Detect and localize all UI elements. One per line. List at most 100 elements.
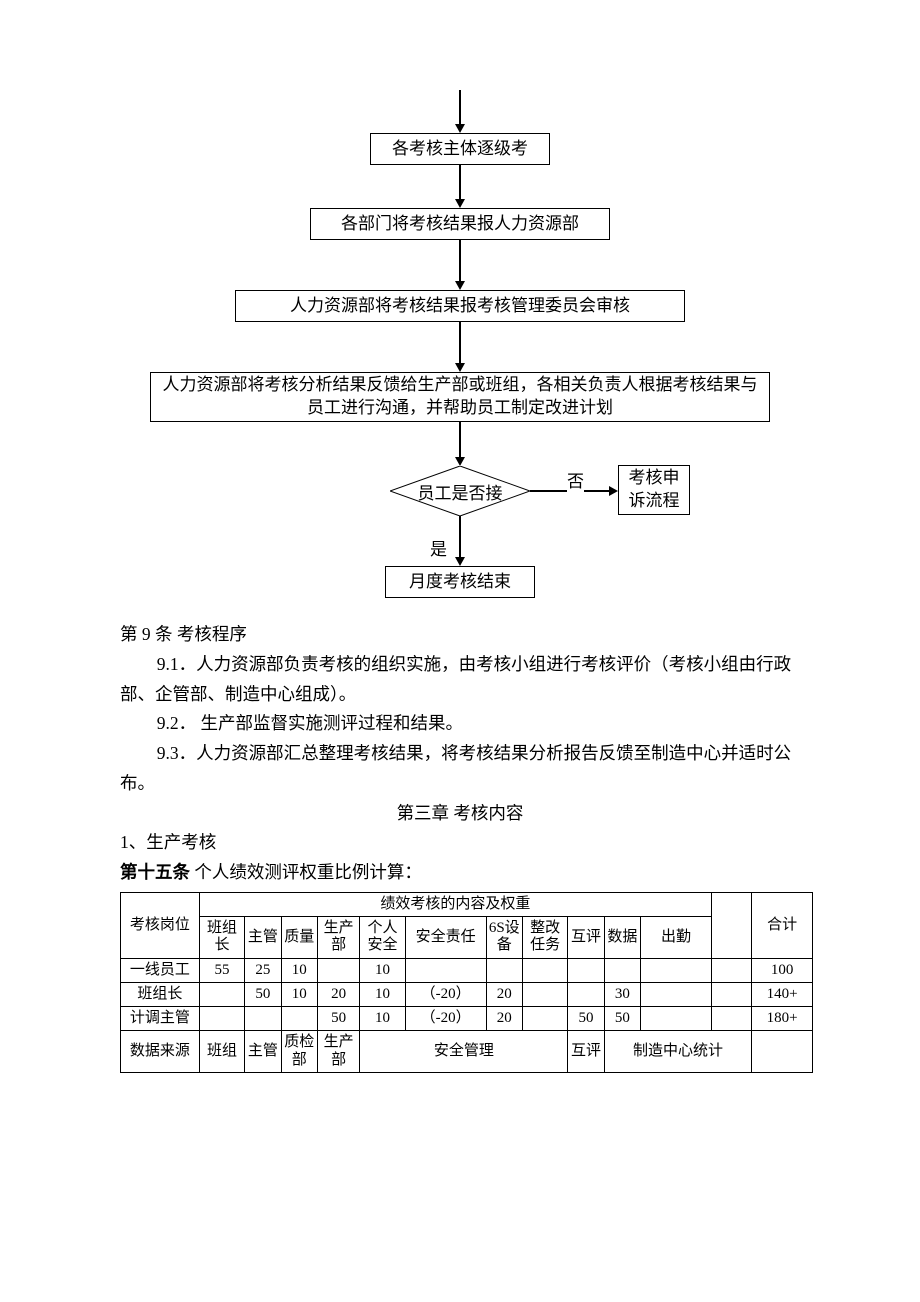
arrow-head bbox=[609, 486, 618, 496]
flow-box-step1: 各考核主体逐级考 bbox=[370, 133, 550, 165]
col-header: 整改任务 bbox=[522, 917, 567, 959]
cell: （-20） bbox=[405, 1007, 486, 1031]
cell: 10 bbox=[360, 958, 405, 982]
arrow-head bbox=[455, 557, 465, 566]
cell: 互评 bbox=[568, 1031, 604, 1073]
article-body: 第 9 条 考核程序 9.1．人力资源部负责考核的组织实施，由考核小组进行考核评… bbox=[0, 620, 920, 888]
cell bbox=[522, 1007, 567, 1031]
cell: 30 bbox=[604, 982, 640, 1006]
col-position-header: 考核岗位 bbox=[121, 892, 200, 958]
cell: （-20） bbox=[405, 982, 486, 1006]
flow-box-end: 月度考核结束 bbox=[385, 566, 535, 598]
cell: 55 bbox=[199, 958, 244, 982]
arrow-segment bbox=[459, 516, 461, 558]
table-row: 考核岗位 绩效考核的内容及权重 合计 bbox=[121, 892, 813, 916]
flow-box-step3: 人力资源部将考核结果报考核管理委员会审核 bbox=[235, 290, 685, 322]
cell: 50 bbox=[568, 1007, 604, 1031]
arrow-head bbox=[455, 457, 465, 466]
arrow-head bbox=[455, 124, 465, 133]
cell bbox=[641, 982, 712, 1006]
col-header: 安全责任 bbox=[405, 917, 486, 959]
arrow-segment bbox=[459, 90, 461, 125]
flow-box-appeal: 考核申诉流程 bbox=[618, 465, 690, 515]
col-header: 生产部 bbox=[317, 917, 359, 959]
col-header: 6S设备 bbox=[486, 917, 522, 959]
cell-total: 140+ bbox=[752, 982, 813, 1006]
cell-merged: 安全管理 bbox=[360, 1031, 568, 1073]
col-header: 个人安全 bbox=[360, 917, 405, 959]
flow-box-step2: 各部门将考核结果报人力资源部 bbox=[310, 208, 610, 240]
cell bbox=[199, 1007, 244, 1031]
cell bbox=[486, 958, 522, 982]
cell bbox=[711, 982, 751, 1006]
arrow-segment bbox=[459, 240, 461, 282]
row-label: 一线员工 bbox=[121, 958, 200, 982]
cell bbox=[604, 958, 640, 982]
cell: 10 bbox=[360, 1007, 405, 1031]
cell bbox=[641, 958, 712, 982]
cell bbox=[317, 958, 359, 982]
cell bbox=[405, 958, 486, 982]
cell bbox=[522, 982, 567, 1006]
cell: 10 bbox=[360, 982, 405, 1006]
cell: 主管 bbox=[245, 1031, 281, 1073]
flowchart: 各考核主体逐级考 各部门将考核结果报人力资源部 人力资源部将考核结果报考核管理委… bbox=[0, 0, 920, 620]
cell: 10 bbox=[281, 982, 317, 1006]
flow-box-step4: 人力资源部将考核分析结果反馈给生产部或班组，各相关负责人根据考核结果与员工进行沟… bbox=[150, 372, 770, 422]
table-row: 班组长 50 10 20 10 （-20） 20 30 140+ bbox=[121, 982, 813, 1006]
cell bbox=[711, 1007, 751, 1031]
cell: 20 bbox=[486, 982, 522, 1006]
cell bbox=[641, 1007, 712, 1031]
cell bbox=[281, 1007, 317, 1031]
article-9-2: 9.2． 生产部监督实施测评过程和结果。 bbox=[120, 709, 800, 739]
cell: 生产部 bbox=[317, 1031, 359, 1073]
cell: 班组 bbox=[199, 1031, 244, 1073]
article-15-bold: 第十五条 bbox=[120, 862, 190, 882]
col-header: 班组长 bbox=[199, 917, 244, 959]
col-header: 出勤 bbox=[641, 917, 712, 959]
article-9-3: 9.3．人力资源部汇总整理考核结果，将考核结果分析报告反馈至制造中心并适时公布。 bbox=[120, 739, 800, 799]
col-weights-header: 绩效考核的内容及权重 bbox=[199, 892, 711, 916]
col-header: 主管 bbox=[245, 917, 281, 959]
col-total-header: 合计 bbox=[752, 892, 813, 958]
arrow-head bbox=[455, 363, 465, 372]
col-header: 质量 bbox=[281, 917, 317, 959]
table-row: 一线员工 55 25 10 10 100 bbox=[121, 958, 813, 982]
decision-label: 员工是否接 bbox=[418, 479, 503, 504]
cell bbox=[568, 958, 604, 982]
weights-table: 考核岗位 绩效考核的内容及权重 合计 班组长 主管 质量 生产部 个人安全 安全… bbox=[120, 892, 813, 1073]
cell bbox=[245, 1007, 281, 1031]
arrow-segment bbox=[459, 322, 461, 364]
col-header: 互评 bbox=[568, 917, 604, 959]
article-9-title: 第 9 条 考核程序 bbox=[120, 620, 800, 650]
cell-total: 180+ bbox=[752, 1007, 813, 1031]
row-label: 数据来源 bbox=[121, 1031, 200, 1073]
cell: 50 bbox=[245, 982, 281, 1006]
cell: 25 bbox=[245, 958, 281, 982]
cell: 50 bbox=[604, 1007, 640, 1031]
arrow-segment bbox=[459, 422, 461, 458]
table-row: 班组长 主管 质量 生产部 个人安全 安全责任 6S设备 整改任务 互评 数据 … bbox=[121, 917, 813, 959]
flow-decision: 员工是否接 bbox=[390, 466, 530, 516]
cell-total bbox=[752, 1031, 813, 1073]
article-9-1: 9.1．人力资源部负责考核的组织实施，由考核小组进行考核评价（考核小组由行政部、… bbox=[120, 650, 800, 710]
col-blank-header bbox=[711, 892, 751, 958]
row-label: 计调主管 bbox=[121, 1007, 200, 1031]
arrow-head bbox=[455, 199, 465, 208]
cell bbox=[711, 958, 751, 982]
cell: 质检部 bbox=[281, 1031, 317, 1073]
row-label: 班组长 bbox=[121, 982, 200, 1006]
chapter-3-title: 第三章 考核内容 bbox=[120, 799, 800, 829]
cell: 20 bbox=[317, 982, 359, 1006]
cell: 50 bbox=[317, 1007, 359, 1031]
cell-merged: 制造中心统计 bbox=[604, 1031, 752, 1073]
cell: 10 bbox=[281, 958, 317, 982]
cell: 20 bbox=[486, 1007, 522, 1031]
cell bbox=[568, 982, 604, 1006]
cell bbox=[199, 982, 244, 1006]
col-header: 数据 bbox=[604, 917, 640, 959]
cell bbox=[522, 958, 567, 982]
arrow-head bbox=[455, 281, 465, 290]
edge-label-yes: 是 bbox=[430, 535, 447, 560]
article-15-title: 第十五条 个人绩效测评权重比例计算： bbox=[120, 858, 800, 888]
